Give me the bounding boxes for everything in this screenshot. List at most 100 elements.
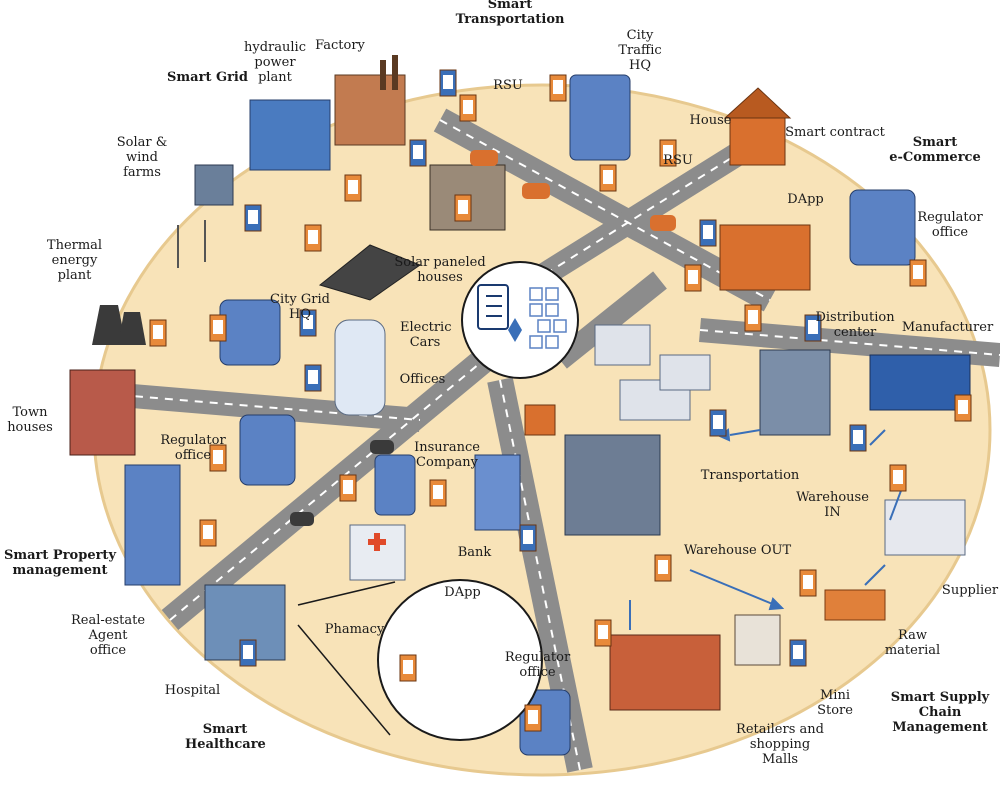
node-screen bbox=[913, 265, 923, 279]
insurance-building bbox=[374, 454, 416, 516]
property-building bbox=[124, 464, 181, 586]
pharmacy-connector bbox=[297, 581, 396, 606]
label-rsu-1: RSU bbox=[493, 78, 523, 93]
node-screen bbox=[688, 270, 698, 284]
label-smart-contract: Smart contract bbox=[785, 125, 885, 140]
node-screen bbox=[808, 320, 818, 334]
label-smart-supply-chain-management: Smart Supply Chain Management bbox=[890, 690, 990, 735]
mini-store-building bbox=[734, 614, 781, 666]
label-regulator-office-3: Regulator office bbox=[504, 650, 571, 680]
network-nodes bbox=[149, 69, 972, 732]
node-screen bbox=[958, 400, 968, 414]
label-supplier: Supplier bbox=[941, 583, 999, 598]
solar-panel-icon bbox=[194, 164, 234, 206]
node-screen bbox=[553, 80, 563, 94]
node-screen bbox=[433, 485, 443, 499]
house-building bbox=[729, 114, 786, 166]
label-electric-cars: Electric Cars bbox=[400, 320, 452, 350]
node-screen bbox=[528, 710, 538, 724]
node-screen bbox=[893, 470, 903, 484]
node-screen bbox=[203, 525, 213, 539]
label-regulator-office-1: Regulator office bbox=[917, 210, 983, 240]
node-screen bbox=[603, 170, 613, 184]
node-screen bbox=[213, 450, 223, 464]
label-smart-transportation: Smart Transportation bbox=[455, 0, 565, 27]
label-town-houses: Town houses bbox=[7, 405, 53, 435]
label-solar-wind-farms: Solar & wind farms bbox=[116, 135, 168, 180]
label-smart-grid: Smart Grid bbox=[167, 70, 248, 85]
checklist-icon bbox=[477, 284, 509, 330]
label-warehouse-out: Warehouse OUT bbox=[683, 543, 792, 558]
label-regulator-office-2: Regulator office bbox=[160, 433, 226, 463]
label-dapp-1: DApp bbox=[787, 192, 824, 207]
label-warehouse-in: Warehouse IN bbox=[796, 490, 869, 520]
node-screen bbox=[403, 660, 413, 674]
node-screen bbox=[598, 625, 608, 639]
node-screen bbox=[458, 200, 468, 214]
bank-building bbox=[474, 454, 521, 531]
node-screen bbox=[303, 315, 313, 329]
label-offices: Offices bbox=[399, 372, 446, 387]
label-thermal-energy-plant: Thermal energy plant bbox=[46, 238, 103, 283]
node-screen bbox=[443, 75, 453, 89]
node-screen bbox=[853, 430, 863, 444]
warehouse-in-building bbox=[759, 349, 831, 436]
pharmacy-detail-circle bbox=[377, 579, 543, 741]
regulator-office-building-1 bbox=[849, 189, 916, 266]
node-screen bbox=[658, 560, 668, 574]
node-screen bbox=[713, 415, 723, 429]
solar-panel-field bbox=[318, 244, 422, 301]
node-screen bbox=[213, 320, 223, 334]
label-real-estate-agent-office: Real-estate Agent office bbox=[70, 613, 146, 658]
label-house: House bbox=[689, 113, 732, 128]
truck-icon bbox=[594, 324, 651, 366]
node-screen bbox=[153, 325, 163, 339]
ethereum-icon bbox=[508, 318, 522, 342]
label-pharmacy: Phamacy bbox=[324, 622, 385, 637]
node-screen bbox=[308, 370, 318, 384]
buildings bbox=[69, 55, 971, 756]
manufacturer-building bbox=[869, 354, 971, 411]
vehicles bbox=[290, 150, 711, 526]
traffic-hq-building bbox=[569, 74, 631, 161]
node-screen bbox=[348, 180, 358, 194]
node-screen bbox=[793, 645, 803, 659]
label-city-traffic-hq: City Traffic HQ bbox=[618, 28, 662, 73]
label-hospital: Hospital bbox=[164, 683, 221, 698]
label-insurance-company: Insurance Company bbox=[414, 440, 480, 470]
node-screen bbox=[523, 530, 533, 544]
cooling-tower-icon bbox=[92, 305, 126, 345]
label-mini-store: Mini Store bbox=[817, 688, 853, 718]
node-screen bbox=[308, 230, 318, 244]
node-screen bbox=[343, 480, 353, 494]
hydraulic-plant-building bbox=[249, 99, 331, 171]
regulator-office-building-2 bbox=[239, 414, 296, 486]
node-screen bbox=[413, 145, 423, 159]
supplier-building bbox=[884, 499, 966, 556]
label-smart-healthcare: Smart Healthcare bbox=[185, 722, 266, 752]
raw-material-pallet bbox=[824, 589, 886, 621]
label-factory: Factory bbox=[315, 38, 365, 53]
label-city-grid-hq: City Grid HQ bbox=[270, 292, 330, 322]
label-solar-paneled-houses: Solar paneled houses bbox=[394, 255, 486, 285]
node-screen bbox=[243, 645, 253, 659]
distribution-center-building bbox=[719, 224, 811, 291]
label-hydraulic-power-plant: hydraulic power plant bbox=[244, 40, 306, 85]
label-raw-material: Raw material bbox=[884, 628, 941, 658]
label-smart-property-management: Smart Property management bbox=[3, 548, 116, 578]
node-screen bbox=[703, 225, 713, 239]
car-icon bbox=[470, 150, 498, 166]
node-screen bbox=[463, 100, 473, 114]
label-retailers-shopping-malls: Retailers and shopping Malls bbox=[736, 722, 824, 767]
town-houses-building bbox=[69, 369, 136, 456]
blockchain-hub bbox=[461, 261, 579, 379]
warehouse-out-building bbox=[564, 434, 661, 536]
label-rsu-2: RSU bbox=[663, 153, 693, 168]
supply-chain-arrows bbox=[629, 428, 906, 630]
node-screen bbox=[803, 575, 813, 589]
node-screen bbox=[748, 310, 758, 324]
label-bank: Bank bbox=[457, 545, 492, 560]
node-screen bbox=[663, 145, 673, 159]
